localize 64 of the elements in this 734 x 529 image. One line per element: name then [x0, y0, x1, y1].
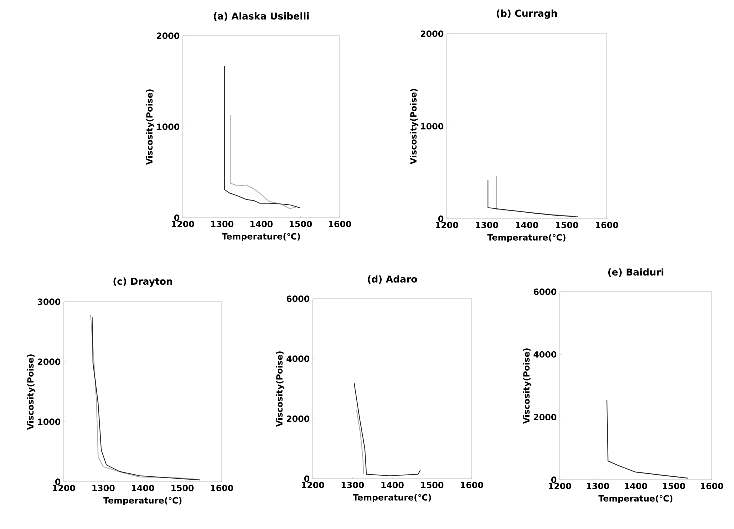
x-tick-label: 1500 [556, 222, 578, 228]
y-tick-label: 3000 [38, 298, 61, 306]
line-series [354, 382, 422, 476]
x-tick-label: 1600 [596, 222, 618, 228]
x-tick-label: 1300 [92, 485, 115, 492]
line-series [224, 66, 300, 208]
line-series [606, 400, 689, 479]
x-tick-label: 1300 [342, 482, 364, 488]
x-axis-title: Temperature(℃) [488, 234, 566, 242]
line-series [356, 410, 364, 475]
y-tick-label: 2000 [157, 32, 180, 40]
y-axis-title: Viscosity(Poise) [276, 352, 285, 428]
y-tick-label: 0 [304, 476, 310, 482]
x-tick-label: 1600 [701, 483, 724, 490]
x-tick-label: 1400 [382, 482, 404, 488]
y-axis-title: Viscosity(Poise) [410, 89, 419, 165]
y-tick-label: 0 [174, 214, 180, 222]
x-tick-label: 1300 [211, 221, 234, 228]
line-series [488, 180, 579, 218]
x-tick-label: 1300 [476, 222, 498, 228]
y-tick-label: 1000 [157, 124, 180, 130]
chart-title: (a) Alaska Usibelli [214, 12, 309, 21]
x-tick-label: 1500 [663, 483, 686, 490]
x-axis-title: Temperature(℃) [104, 497, 182, 506]
y-tick-label: 6000 [534, 288, 557, 296]
x-tick-label: 1600 [461, 482, 484, 488]
chart-title: (b) Curragh [496, 10, 558, 19]
y-tick-label: 4000 [286, 356, 310, 362]
y-tick-label: 1000 [421, 123, 444, 130]
y-axis-title: Viscosity(Poise) [27, 354, 36, 430]
x-axis-title: Temperature(℃) [353, 494, 432, 502]
x-tick-label: 1600 [329, 221, 352, 228]
y-tick-label: 0 [552, 476, 557, 484]
x-tick-label: 1400 [516, 222, 538, 228]
y-tick-label: 6000 [286, 296, 310, 302]
x-tick-label: 1500 [421, 482, 444, 488]
y-tick-label: 0 [438, 216, 444, 222]
y-tick-label: 4000 [534, 351, 557, 358]
x-tick-label: 1600 [211, 485, 234, 492]
x-tick-label: 1400 [250, 221, 273, 228]
x-tick-label: 1400 [625, 483, 648, 490]
chart-title: (d) Adaro [368, 276, 418, 284]
chart-title: (c) Drayton [114, 278, 172, 288]
x-tick-label: 1400 [132, 485, 154, 492]
chart-title: (e) Baiduri [608, 268, 664, 278]
x-tick-label: 1200 [302, 482, 324, 488]
y-tick-label: 2000 [534, 414, 557, 421]
x-tick-label: 1500 [290, 221, 312, 228]
x-tick-label: 1200 [53, 485, 76, 492]
line-series [230, 114, 298, 210]
x-tick-label: 1200 [436, 222, 458, 228]
x-tick-label: 1500 [172, 485, 194, 492]
y-tick-label: 2000 [38, 358, 61, 366]
y-tick-label: 2000 [421, 30, 444, 38]
x-tick-label: 1300 [587, 483, 610, 490]
x-axis-title: Temperature(℃) [222, 233, 300, 242]
x-tick-label: 1200 [172, 221, 194, 228]
x-axis-title: Temperatue(℃) [598, 495, 673, 504]
y-tick-label: 1000 [38, 418, 61, 426]
x-tick-label: 1200 [549, 483, 572, 490]
y-tick-label: 0 [55, 478, 61, 486]
y-tick-label: 2000 [287, 416, 310, 422]
y-axis-title: Viscosity(Poise) [146, 90, 155, 166]
y-axis-title: Viscosity(Poise) [523, 348, 532, 424]
